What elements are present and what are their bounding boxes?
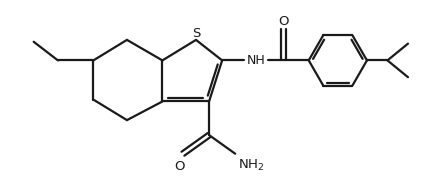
Text: NH: NH <box>246 54 265 67</box>
Text: O: O <box>174 160 185 174</box>
Text: NH$_2$: NH$_2$ <box>238 158 265 173</box>
Text: S: S <box>193 27 201 40</box>
Text: O: O <box>279 15 289 28</box>
